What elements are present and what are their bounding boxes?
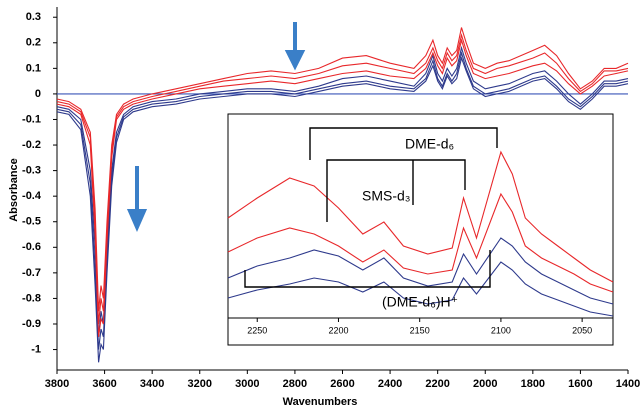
x-tick-label: 1800 bbox=[521, 378, 545, 390]
annotation: DME-d₆ bbox=[405, 136, 454, 152]
x-tick-label: 2050 bbox=[572, 325, 592, 335]
spectrum-line bbox=[227, 261, 614, 317]
arrows bbox=[126, 22, 306, 232]
x-tick-label: 2100 bbox=[491, 325, 511, 335]
spectrum-line bbox=[227, 237, 614, 305]
x-tick-label: 2800 bbox=[283, 378, 307, 390]
y-tick-label: -1 bbox=[31, 343, 41, 355]
bracket bbox=[244, 250, 491, 288]
spectrum-line bbox=[56, 50, 629, 350]
y-tick-label: 0.1 bbox=[26, 62, 41, 74]
spectrum-line bbox=[227, 192, 614, 293]
main-plot: 0.3 0.2 0.1 0 -0.1 -0.2 -0.3 -0.4 -0.5 -0.6 -0.7 -0… bbox=[22, 7, 640, 390]
x-tick-label: 3800 bbox=[45, 378, 69, 390]
annotation: (DME-d₆)H⁺ bbox=[382, 294, 458, 310]
bracket bbox=[309, 127, 498, 160]
y-tick-label: -0.8 bbox=[22, 292, 41, 304]
y-tick-label: 0.3 bbox=[26, 11, 41, 23]
y-axis-title: Absorbance bbox=[8, 158, 20, 222]
x-tick-label: 2250 bbox=[247, 325, 267, 335]
y-tick-label: -0.3 bbox=[22, 165, 41, 177]
x-axis-title: Wavenumbers bbox=[283, 396, 358, 408]
y-tick-label: -0.2 bbox=[22, 139, 41, 151]
x-tick-label: 3200 bbox=[188, 378, 212, 390]
x-tick-label: 3400 bbox=[140, 378, 164, 390]
spectrum-line bbox=[56, 32, 629, 325]
x-tick-label: 1400 bbox=[616, 378, 640, 390]
x-tick-label: 2000 bbox=[473, 378, 497, 390]
spectrum-line bbox=[56, 27, 629, 312]
inset-frame bbox=[227, 113, 614, 346]
y-tick-label: -0.1 bbox=[22, 113, 41, 125]
x-tick-label: 3000 bbox=[235, 378, 259, 390]
y-tick-label: -0.5 bbox=[22, 216, 41, 228]
y-tick-label: -0.6 bbox=[22, 241, 41, 253]
arrow bbox=[126, 166, 148, 232]
x-tick-label: 2150 bbox=[410, 325, 430, 335]
spectrum-line bbox=[227, 150, 614, 283]
x-tick-label: 2200 bbox=[425, 378, 449, 390]
annotation: SMS-d₃ bbox=[362, 188, 411, 204]
y-tick-label: -0.7 bbox=[22, 267, 41, 279]
x-tick-label: 1600 bbox=[568, 378, 592, 390]
inset-plot: 2250 2200 2150 2100 2050 bbox=[227, 113, 614, 346]
bracket bbox=[326, 159, 466, 222]
y-tick-label: -0.4 bbox=[22, 190, 42, 202]
spectrum-line bbox=[56, 56, 629, 363]
x-tick-label: 2200 bbox=[328, 325, 348, 335]
y-tick-label: 0.2 bbox=[26, 37, 41, 49]
y-tick-label: 0 bbox=[35, 88, 41, 100]
x-tick-label: 2400 bbox=[378, 378, 402, 390]
arrow bbox=[284, 22, 306, 71]
x-tick-label: 2600 bbox=[330, 378, 354, 390]
inset-annotations: DME-d₆ SMS-d₃ (DME-d₆)H⁺ bbox=[244, 127, 498, 310]
y-tick-label: -0.9 bbox=[22, 318, 41, 330]
x-tick-label: 3600 bbox=[92, 378, 116, 390]
